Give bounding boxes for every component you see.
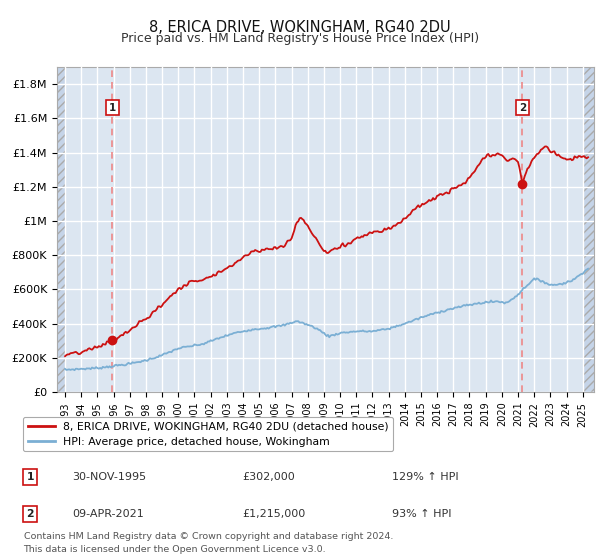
Text: 129% ↑ HPI: 129% ↑ HPI [392, 472, 459, 482]
Legend: 8, ERICA DRIVE, WOKINGHAM, RG40 2DU (detached house), HPI: Average price, detach: 8, ERICA DRIVE, WOKINGHAM, RG40 2DU (det… [23, 417, 393, 451]
Bar [584, 67, 594, 392]
Bar [57, 67, 65, 392]
Text: 1: 1 [26, 472, 34, 482]
Text: £1,215,000: £1,215,000 [242, 510, 305, 520]
Text: 30-NOV-1995: 30-NOV-1995 [73, 472, 146, 482]
Text: 8, ERICA DRIVE, WOKINGHAM, RG40 2DU: 8, ERICA DRIVE, WOKINGHAM, RG40 2DU [149, 20, 451, 35]
Text: 93% ↑ HPI: 93% ↑ HPI [392, 510, 452, 520]
Text: 2: 2 [519, 103, 526, 113]
Text: Contains HM Land Registry data © Crown copyright and database right 2024.
This d: Contains HM Land Registry data © Crown c… [23, 532, 393, 553]
Text: 09-APR-2021: 09-APR-2021 [73, 510, 144, 520]
Text: 1: 1 [109, 103, 116, 113]
Text: 2: 2 [26, 510, 34, 520]
Text: Price paid vs. HM Land Registry's House Price Index (HPI): Price paid vs. HM Land Registry's House … [121, 32, 479, 45]
Text: £302,000: £302,000 [242, 472, 295, 482]
